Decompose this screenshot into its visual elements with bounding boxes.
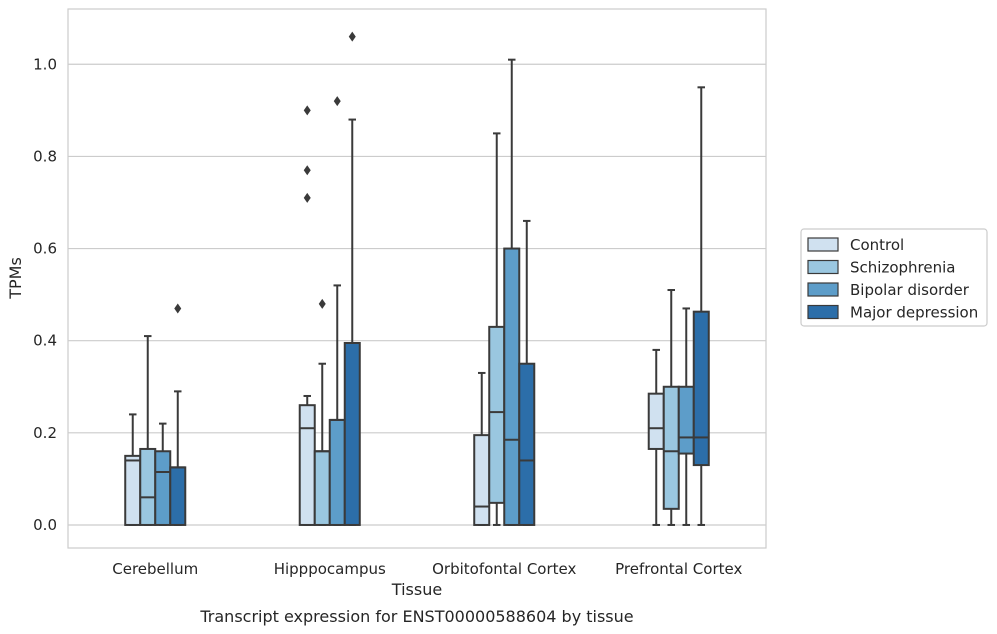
box-body	[677, 385, 695, 455]
box-body	[473, 434, 491, 526]
box-major-depression	[343, 31, 361, 526]
x-tick-label: Hipppocampus	[274, 560, 386, 578]
legend-label: Major depression	[850, 304, 978, 322]
box-schizophrenia	[139, 335, 157, 526]
y-tick-label: 0.4	[33, 332, 57, 350]
y-tick-label: 1.0	[33, 55, 57, 73]
box-major-depression	[518, 219, 536, 526]
legend-swatch	[807, 237, 839, 252]
legend-swatch	[807, 304, 839, 320]
x-tick-label: Prefrontal Cortex	[615, 560, 742, 578]
box-body	[313, 450, 331, 526]
legend-swatch	[807, 282, 839, 297]
outlier-point	[303, 165, 311, 176]
box-body	[662, 385, 680, 510]
box-bipolar-disorder	[328, 96, 346, 526]
outlier-point	[348, 31, 356, 42]
y-axis-ticks: 0.0 0.2 0.4 0.6 0.8 1.0	[33, 55, 57, 534]
box-major-depression	[692, 86, 710, 526]
box-body	[124, 454, 142, 526]
outlier-point	[303, 105, 311, 116]
legend-label: Schizophrenia	[850, 259, 955, 277]
legend-label: Control	[850, 236, 904, 254]
x-axis-label: Tissue	[391, 580, 442, 599]
box-body	[154, 450, 172, 526]
legend-swatch	[807, 259, 839, 275]
y-tick-label: 0.2	[33, 424, 57, 442]
box-body	[169, 466, 187, 526]
box-body	[343, 341, 361, 526]
y-tick-label: 0.8	[33, 147, 57, 165]
box-body	[692, 310, 710, 467]
outlier-point	[333, 96, 341, 107]
plot-area	[67, 8, 767, 549]
box-body	[488, 325, 506, 504]
box-schizophrenia	[488, 132, 506, 526]
legend-label: Bipolar disorder	[850, 281, 970, 299]
y-tick-label: 0.0	[33, 516, 57, 534]
box-series	[124, 31, 710, 526]
chart-caption: Transcript expression for ENST0000058860…	[199, 607, 633, 626]
box-body	[647, 392, 665, 450]
y-tick-label: 0.6	[33, 240, 57, 258]
box-body	[139, 447, 157, 526]
box-body	[503, 247, 521, 526]
outlier-point	[318, 298, 326, 309]
outlier-point	[303, 192, 311, 203]
outlier-point	[174, 303, 182, 314]
box-control	[124, 413, 142, 526]
box-body	[328, 418, 346, 526]
legend: Control Schizophrenia Bipolar disorder Majo…	[800, 228, 988, 327]
x-tick-label: Orbitofontal Cortex	[432, 560, 576, 578]
box-body	[518, 362, 536, 526]
legend-frame	[800, 228, 988, 327]
box-body	[298, 404, 316, 526]
x-tick-label: Cerebellum	[112, 560, 198, 578]
x-axis-ticks: Cerebellum Hipppocampus Orbitofontal Corte…	[112, 560, 742, 578]
y-axis-label: TPMs	[6, 257, 25, 300]
box-major-depression	[169, 303, 187, 526]
